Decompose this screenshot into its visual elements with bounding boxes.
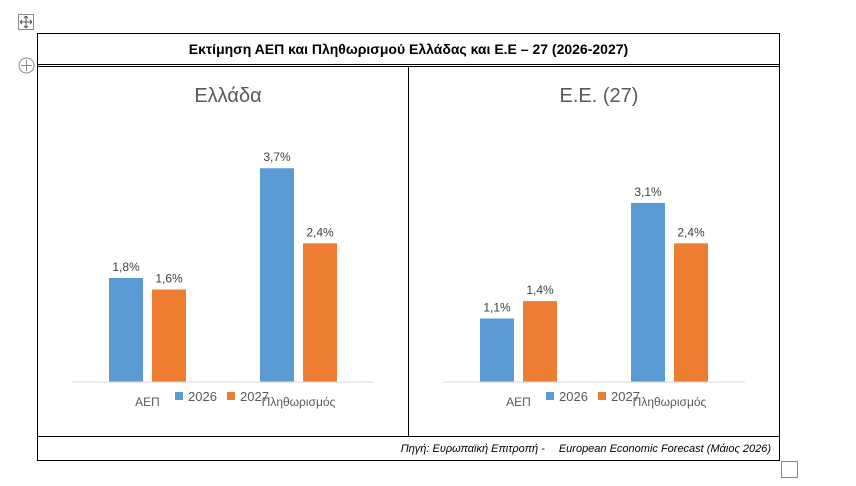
legend-swatch-2027 (598, 392, 606, 400)
legend-swatch-2026 (546, 392, 554, 400)
data-label: 3,1% (634, 185, 662, 199)
bar-2026-1 (260, 168, 294, 382)
bar-2026-1 (631, 202, 665, 382)
title-divider (38, 65, 779, 67)
bar-2027-0 (523, 301, 557, 382)
data-label: 2,4% (306, 225, 334, 239)
legend-swatch-2027 (227, 392, 235, 400)
legend-label: 2026 (559, 389, 588, 404)
table-resize-handle-icon[interactable] (781, 461, 798, 478)
bar-2026-0 (480, 318, 514, 382)
table-move-handle-icon[interactable] (18, 14, 34, 30)
bar-2026-0 (109, 278, 143, 382)
table-title: Εκτίμηση ΑΕΠ και Πληθωρισμού Ελλάδας και… (38, 34, 779, 65)
source-note: Πηγή: Ευρωπαϊκή Επιτροπή - European Econ… (38, 436, 779, 460)
bar-2027-0 (152, 289, 186, 382)
legend-label: 2027 (240, 389, 269, 404)
add-row-icon[interactable] (18, 57, 35, 74)
bar-2027-1 (303, 243, 337, 382)
data-label: 1,1% (483, 300, 511, 314)
category-label: ΑΕΠ (506, 395, 531, 409)
category-label: Πληθωρισμός (633, 395, 707, 409)
chart-title: Ε.Ε. (27) (560, 85, 639, 107)
source-prefix: Πηγή: Ευρωπαϊκή Επιτροπή - (400, 442, 545, 455)
chart-greece: Ελλάδα 1,8% 1,6% ΑΕΠ 3,7% 2,4% Πληθωρισμός 2026… (72, 85, 374, 409)
data-label: 1,8% (112, 260, 140, 274)
chart-eu27: Ε.Ε. (27)1,1%1,4%ΑΕΠ3,1%2,4%Πληθωρισμός2… (443, 85, 745, 409)
category-label: ΑΕΠ (135, 395, 160, 409)
category-label: Πληθωρισμός (262, 395, 336, 409)
chart-title: Ελλάδα (194, 85, 261, 107)
legend-label: 2027 (611, 389, 640, 404)
chart-cell-greece: Ελλάδα 1,8% 1,6% ΑΕΠ 3,7% 2,4% Πληθωρισμός 2026… (38, 67, 409, 436)
data-label: 1,4% (526, 283, 554, 297)
legend-label: 2026 (188, 389, 217, 404)
bar-2027-1 (674, 243, 708, 382)
data-label: 3,7% (263, 150, 291, 164)
source-name: European Economic Forecast (Μάιος 2026) (558, 442, 771, 455)
legend-swatch-2026 (175, 392, 183, 400)
forecast-table: Εκτίμηση ΑΕΠ και Πληθωρισμού Ελλάδας και… (37, 33, 780, 461)
data-label: 2,4% (677, 225, 705, 239)
chart-cell-eu27: Ε.Ε. (27) 1,1% 1,4% ΑΕΠ 3,1% 2,4% Πληθωρισμός 2… (409, 67, 779, 436)
data-label: 1,6% (155, 272, 183, 286)
